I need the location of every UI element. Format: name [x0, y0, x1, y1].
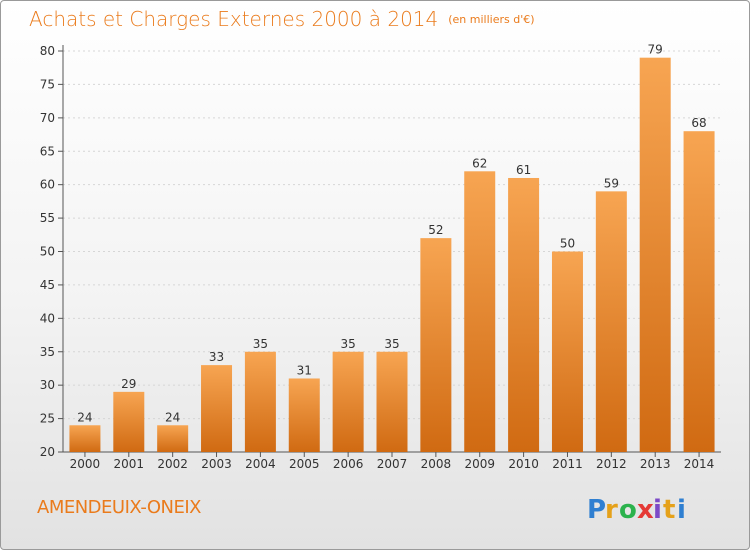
bar	[551, 251, 583, 452]
bar-value-label: 29	[121, 377, 136, 391]
y-tick-label: 70	[40, 111, 55, 125]
y-tick-label: 35	[40, 345, 55, 359]
x-tick-label: 2014	[684, 457, 715, 471]
bar-value-label: 24	[165, 410, 180, 424]
logo-letter: o	[619, 495, 637, 525]
y-tick-label: 45	[40, 278, 55, 292]
y-tick-label: 30	[40, 378, 55, 392]
x-tick-label: 2008	[421, 457, 452, 471]
chart-title-block: Achats et Charges Externes 2000 à 2014 (e…	[29, 7, 535, 31]
bar	[376, 351, 408, 452]
y-tick-label: 60	[40, 178, 55, 192]
bar	[464, 171, 496, 453]
x-tick-label: 2004	[245, 457, 276, 471]
bar-value-label: 33	[209, 350, 224, 364]
x-tick-label: 2000	[70, 457, 101, 471]
bar-value-label: 31	[297, 363, 312, 377]
x-tick-label: 2013	[640, 457, 671, 471]
x-tick-label: 2006	[333, 457, 364, 471]
bar	[420, 238, 452, 452]
y-tick-label: 80	[40, 44, 55, 58]
bar-value-label: 79	[648, 43, 663, 57]
x-tick-label: 2012	[596, 457, 627, 471]
y-tick-label: 50	[40, 245, 55, 259]
x-tick-label: 2009	[464, 457, 495, 471]
bar-value-label: 52	[428, 223, 443, 237]
bar	[201, 365, 233, 452]
logo-letter: i	[677, 495, 686, 525]
x-tick-label: 2001	[114, 457, 145, 471]
logo-letter: r	[605, 495, 618, 525]
bar-value-label: 24	[77, 410, 92, 424]
y-tick-label: 75	[40, 77, 55, 91]
bar-value-label: 61	[516, 163, 531, 177]
x-tick-label: 2005	[289, 457, 320, 471]
x-tick-label: 2010	[508, 457, 539, 471]
bar	[244, 351, 276, 452]
bar-value-label: 68	[691, 116, 706, 130]
logo-letter: x	[637, 495, 654, 525]
bar-value-label: 35	[384, 337, 399, 351]
y-tick-label: 65	[40, 144, 55, 158]
x-tick-label: 2011	[552, 457, 583, 471]
proxiti-logo: Pr o x i t i	[587, 495, 686, 525]
y-tick-label: 55	[40, 211, 55, 225]
logo-letter: i	[653, 495, 662, 525]
x-tick-label: 2002	[157, 457, 188, 471]
commune-name: AMENDEUIX-ONEIX	[37, 497, 201, 518]
y-tick-label: 20	[40, 445, 55, 459]
logo-letter: t	[663, 495, 675, 525]
y-tick-label: 40	[40, 311, 55, 325]
bar-value-label: 59	[604, 176, 619, 190]
bar-value-label: 35	[340, 337, 355, 351]
bar-value-label: 50	[560, 237, 575, 251]
bar	[508, 177, 540, 452]
bar	[595, 191, 627, 452]
chart-unit: (en milliers d'€)	[448, 13, 535, 26]
bar-value-label: 62	[472, 156, 487, 170]
bar	[288, 378, 320, 452]
bar-value-label: 35	[253, 337, 268, 351]
x-tick-label: 2007	[377, 457, 408, 471]
x-tick-label: 2003	[201, 457, 232, 471]
logo-letter: P	[587, 495, 606, 525]
bar	[332, 351, 364, 452]
bar	[69, 425, 101, 452]
chart-title: Achats et Charges Externes 2000 à 2014	[29, 7, 439, 31]
bar	[683, 131, 715, 452]
bar	[157, 425, 189, 452]
y-tick-label: 25	[40, 412, 55, 426]
bar	[113, 391, 145, 452]
bar	[639, 57, 671, 452]
